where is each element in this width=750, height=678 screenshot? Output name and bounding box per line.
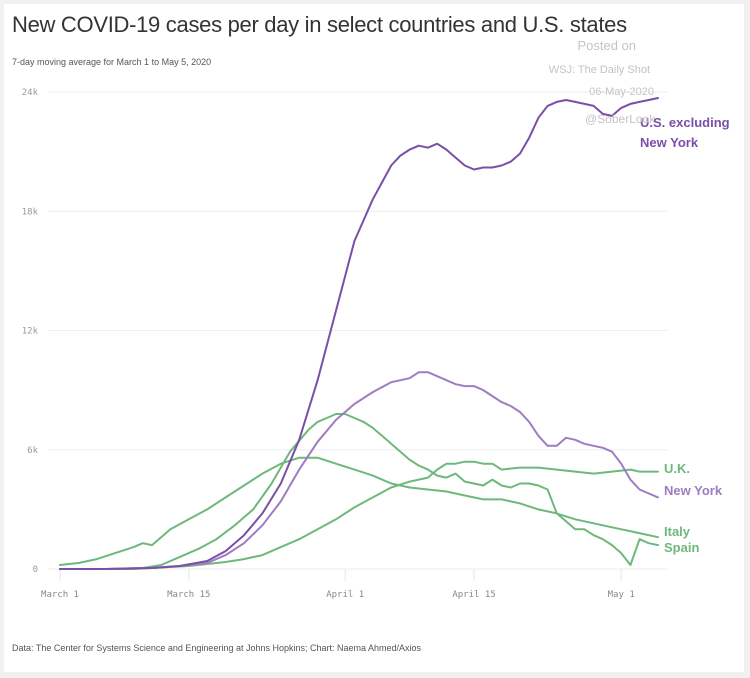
series-label: New York (640, 135, 699, 150)
series-line-new-york (59, 371, 659, 570)
y-tick-label: 24k (22, 88, 39, 98)
series-line-u-k (59, 460, 659, 570)
y-tick-label: 0 (33, 565, 38, 575)
chart-card (4, 4, 744, 672)
series-label: New York (664, 483, 723, 498)
watermark-date: 06-May-2020 (589, 86, 654, 98)
chart-source-note: Data: The Center for Systems Science and… (12, 643, 422, 653)
series-label: Spain (664, 540, 699, 555)
gridlines (48, 91, 668, 570)
series-line-spain (59, 413, 659, 570)
y-axis-ticks: 0 6k 12k 18k 24k (22, 88, 39, 575)
series-label: Italy (664, 524, 691, 539)
series-lines (59, 97, 659, 570)
series-label: U.S. excluding (640, 115, 730, 130)
y-tick-label: 18k (22, 207, 39, 217)
watermark-posted-on: Posted on (577, 38, 636, 53)
x-tick-label: March 1 (41, 590, 79, 600)
chart-subtitle: 7-day moving average for March 1 to May … (12, 57, 212, 67)
watermark-source: WSJ: The Daily Shot (548, 64, 650, 76)
y-tick-label: 12k (22, 327, 39, 337)
series-line-u-s-excluding-new-york (59, 97, 659, 570)
series-label: U.K. (664, 461, 690, 476)
x-axis-ticks: March 1 March 15 April 1 April 15 May 1 (41, 569, 635, 600)
x-tick-label: April 1 (326, 590, 364, 600)
chart-title: New COVID-19 cases per day in select cou… (12, 12, 627, 37)
y-tick-label: 6k (27, 446, 38, 456)
series-line-italy (59, 456, 659, 566)
series-labels: U.S. excluding New York New York SpainItaly… (640, 115, 730, 555)
watermark-handle: @SoberLook (585, 112, 656, 126)
x-tick-label: March 15 (167, 590, 210, 600)
x-tick-label: May 1 (608, 590, 635, 600)
x-tick-label: April 15 (452, 590, 495, 600)
